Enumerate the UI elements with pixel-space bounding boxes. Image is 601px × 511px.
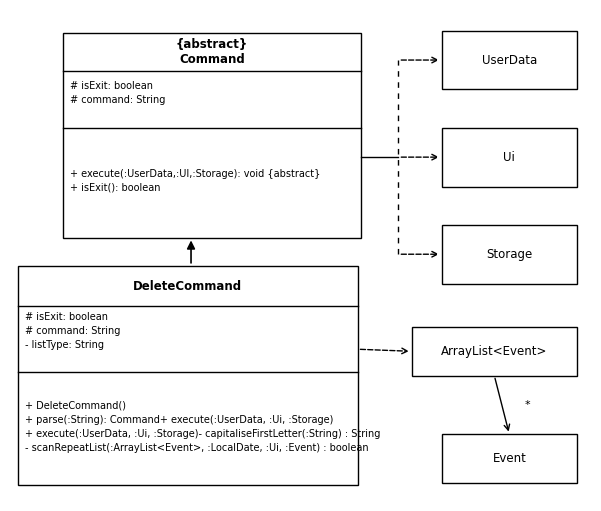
Text: # isExit: boolean
# command: String: # isExit: boolean # command: String	[70, 81, 166, 105]
Text: + execute(:UserData,:UI,:Storage): void {abstract}
+ isExit(): boolean: + execute(:UserData,:UI,:Storage): void …	[70, 169, 321, 193]
Bar	[442, 434, 577, 483]
Bar	[442, 225, 577, 284]
Text: DeleteCommand: DeleteCommand	[133, 280, 242, 292]
Text: UserData: UserData	[482, 54, 537, 66]
Text: {abstract}
Command: {abstract} Command	[175, 38, 248, 66]
Text: Storage: Storage	[486, 248, 532, 261]
Text: *: *	[525, 400, 530, 410]
Text: Ui: Ui	[504, 151, 515, 164]
Bar	[412, 327, 577, 376]
Text: + DeleteCommand()
+ parse(:String): Command+ execute(:UserData, :Ui, :Storage)
+: + DeleteCommand() + parse(:String): Comm…	[25, 401, 380, 453]
Text: ArrayList<Event>: ArrayList<Event>	[441, 345, 548, 358]
Bar	[442, 128, 577, 187]
Text: Event: Event	[492, 452, 526, 465]
Bar	[442, 31, 577, 89]
Bar	[63, 33, 361, 238]
Text: # isExit: boolean
# command: String
- listType: String: # isExit: boolean # command: String - li…	[25, 312, 121, 351]
Bar	[18, 266, 358, 485]
